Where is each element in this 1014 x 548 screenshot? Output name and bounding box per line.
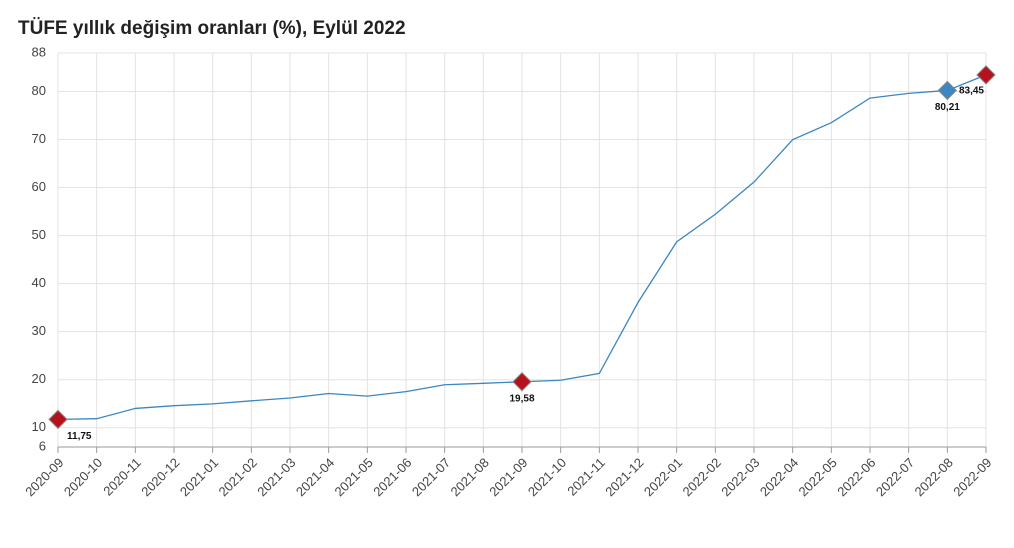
x-tick-label: 2021-09 [486, 455, 530, 499]
x-tick-label: 2021-02 [216, 455, 260, 499]
y-tick-label: 10 [32, 419, 46, 434]
data-marker [976, 65, 996, 85]
y-tick-label: 80 [32, 83, 46, 98]
value-label: 19,58 [509, 393, 534, 404]
y-tick-label: 30 [32, 323, 46, 338]
data-marker [512, 372, 532, 392]
x-tick-label: 2020-09 [22, 455, 66, 499]
y-tick-label: 88 [32, 44, 46, 59]
y-tick-label: 60 [32, 179, 46, 194]
x-tick-label: 2021-08 [448, 455, 492, 499]
y-tick-label: 50 [32, 227, 46, 242]
value-label: 80,21 [935, 102, 960, 113]
value-label: 11,75 [67, 431, 92, 442]
y-tick-label: 40 [32, 275, 46, 290]
x-tick-label: 2022-07 [873, 455, 917, 499]
x-tick-label: 2020-11 [100, 455, 144, 499]
x-tick-label: 2022-08 [912, 455, 956, 499]
data-marker [937, 80, 958, 101]
data-marker [48, 409, 68, 430]
value-label: 83,45 [959, 86, 984, 97]
y-tick-label: 6 [39, 438, 46, 453]
x-tick-label: 2022-03 [718, 455, 762, 499]
x-tick-label: 2021-07 [409, 455, 453, 499]
x-tick-label: 2021-12 [602, 455, 646, 499]
x-tick-label: 2021-03 [254, 455, 298, 499]
chart-title: TÜFE yıllık değişim oranları (%), Eylül … [18, 18, 406, 39]
y-tick-label: 70 [32, 131, 46, 146]
x-tick-label: 2022-06 [834, 455, 878, 499]
x-tick-label: 2021-06 [370, 455, 414, 499]
x-tick-label: 2021-10 [525, 455, 569, 499]
x-tick-label: 2020-10 [61, 455, 105, 499]
x-tick-label: 2021-05 [332, 455, 376, 499]
x-tick-label: 2020-12 [138, 455, 182, 499]
x-tick-label: 2022-09 [950, 455, 994, 499]
x-tick-label: 2022-04 [757, 455, 801, 499]
x-tick-label: 2021-04 [293, 455, 337, 499]
x-tick-label: 2022-01 [641, 455, 685, 499]
x-tick-label: 2021-01 [177, 455, 221, 499]
x-tick-label: 2022-02 [680, 455, 724, 499]
x-tick-label: 2021-11 [564, 455, 608, 499]
y-tick-label: 20 [32, 371, 46, 386]
x-tick-label: 2022-05 [796, 455, 840, 499]
